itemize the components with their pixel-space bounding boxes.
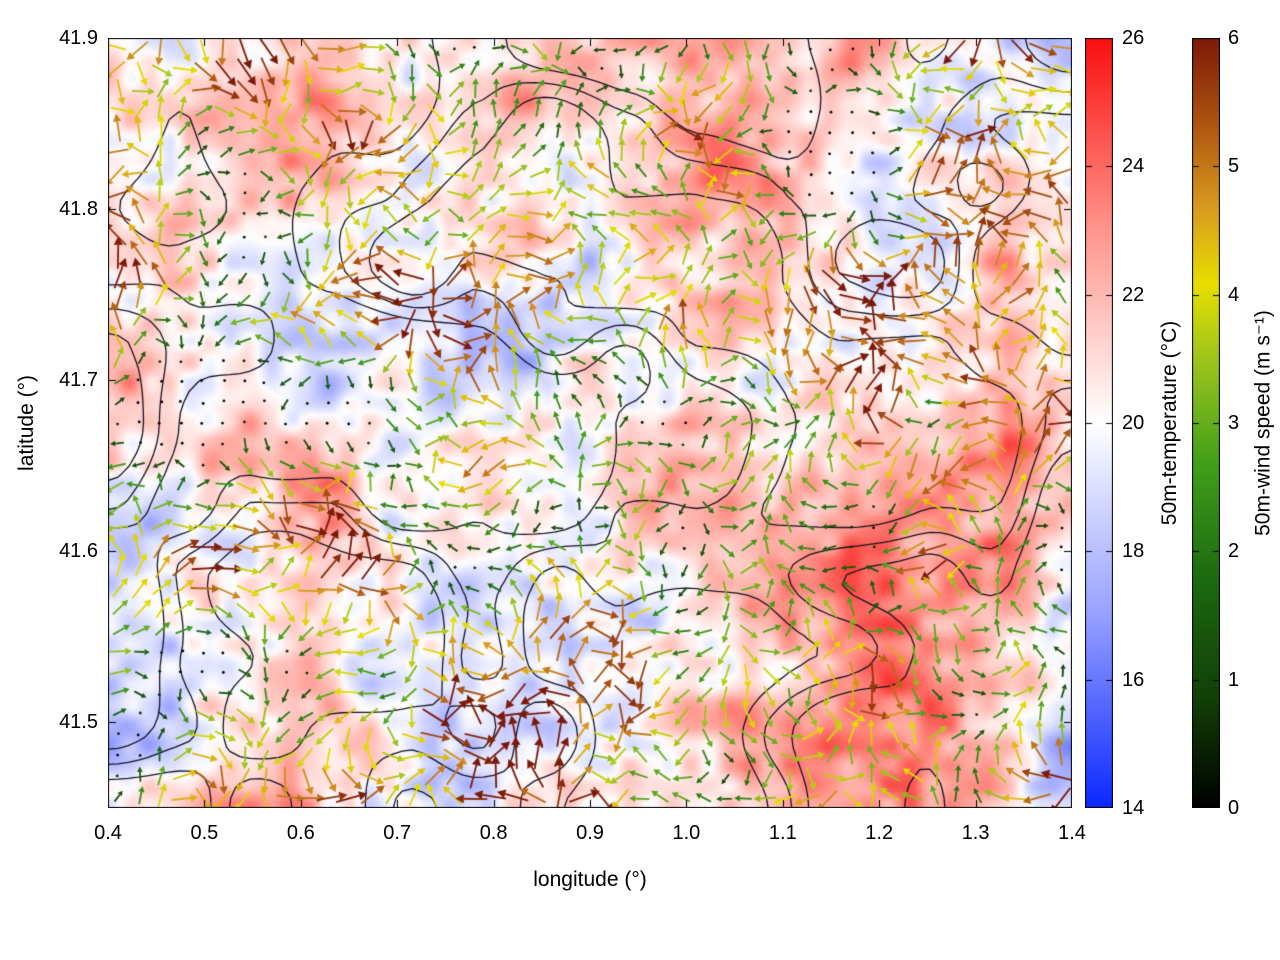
temperature-colorbar-label: 50m-temperature (°C) [1158,320,1181,526]
y-tick-label: 41.8 [59,198,98,221]
y-tick-label: 41.6 [59,540,98,563]
wind-colorbar-tick-label: 2 [1228,540,1240,563]
temperature-colorbar-tick-label: 26 [1122,27,1145,49]
temperature-colorbar-tick-label: 24 [1122,155,1145,178]
y-tick-label: 41.9 [59,27,98,49]
x-tick-label: 0.6 [286,822,315,844]
wind-colorbar-tick-label: 3 [1228,412,1240,434]
y-tick-label: 41.5 [59,711,98,734]
wind-colorbar-tick-label: 5 [1228,155,1240,178]
temperature-colorbar-tick-label: 22 [1122,283,1145,306]
x-tick-label: 0.8 [479,822,508,844]
x-tick-label: 1.4 [1058,822,1086,844]
x-tick-label: 0.4 [94,822,122,844]
wind-colorbar-tick-label: 1 [1228,668,1240,691]
wind-colorbar-tick-label: 0 [1228,797,1240,819]
temperature-colorbar-tick-label: 16 [1122,668,1145,691]
x-tick-label: 1.1 [768,822,797,844]
x-tick-label: 1.0 [672,822,701,844]
wind-colorbar-tick-label: 6 [1228,27,1240,49]
x-axis-label: longitude (°) [533,868,647,891]
temperature-colorbar [1085,38,1113,808]
x-tick-label: 0.9 [576,822,604,844]
wind-colorbar-label: 50m-wind speed (m s⁻¹) [1251,310,1275,536]
y-tick-label: 41.7 [59,369,98,392]
temperature-colorbar-tick-label: 20 [1122,412,1145,434]
x-tick-label: 0.7 [383,822,412,844]
temperature-colorbar-tick-label: 14 [1122,797,1145,819]
wind-colorbar-tick-label: 4 [1228,283,1240,306]
x-tick-label: 1.3 [961,822,990,844]
wind-colorbar [1192,38,1220,808]
temperature-colorbar-tick-label: 18 [1122,540,1145,563]
x-tick-label: 0.5 [190,822,219,844]
plot-canvas [108,38,1072,808]
x-tick-label: 1.2 [865,822,894,844]
